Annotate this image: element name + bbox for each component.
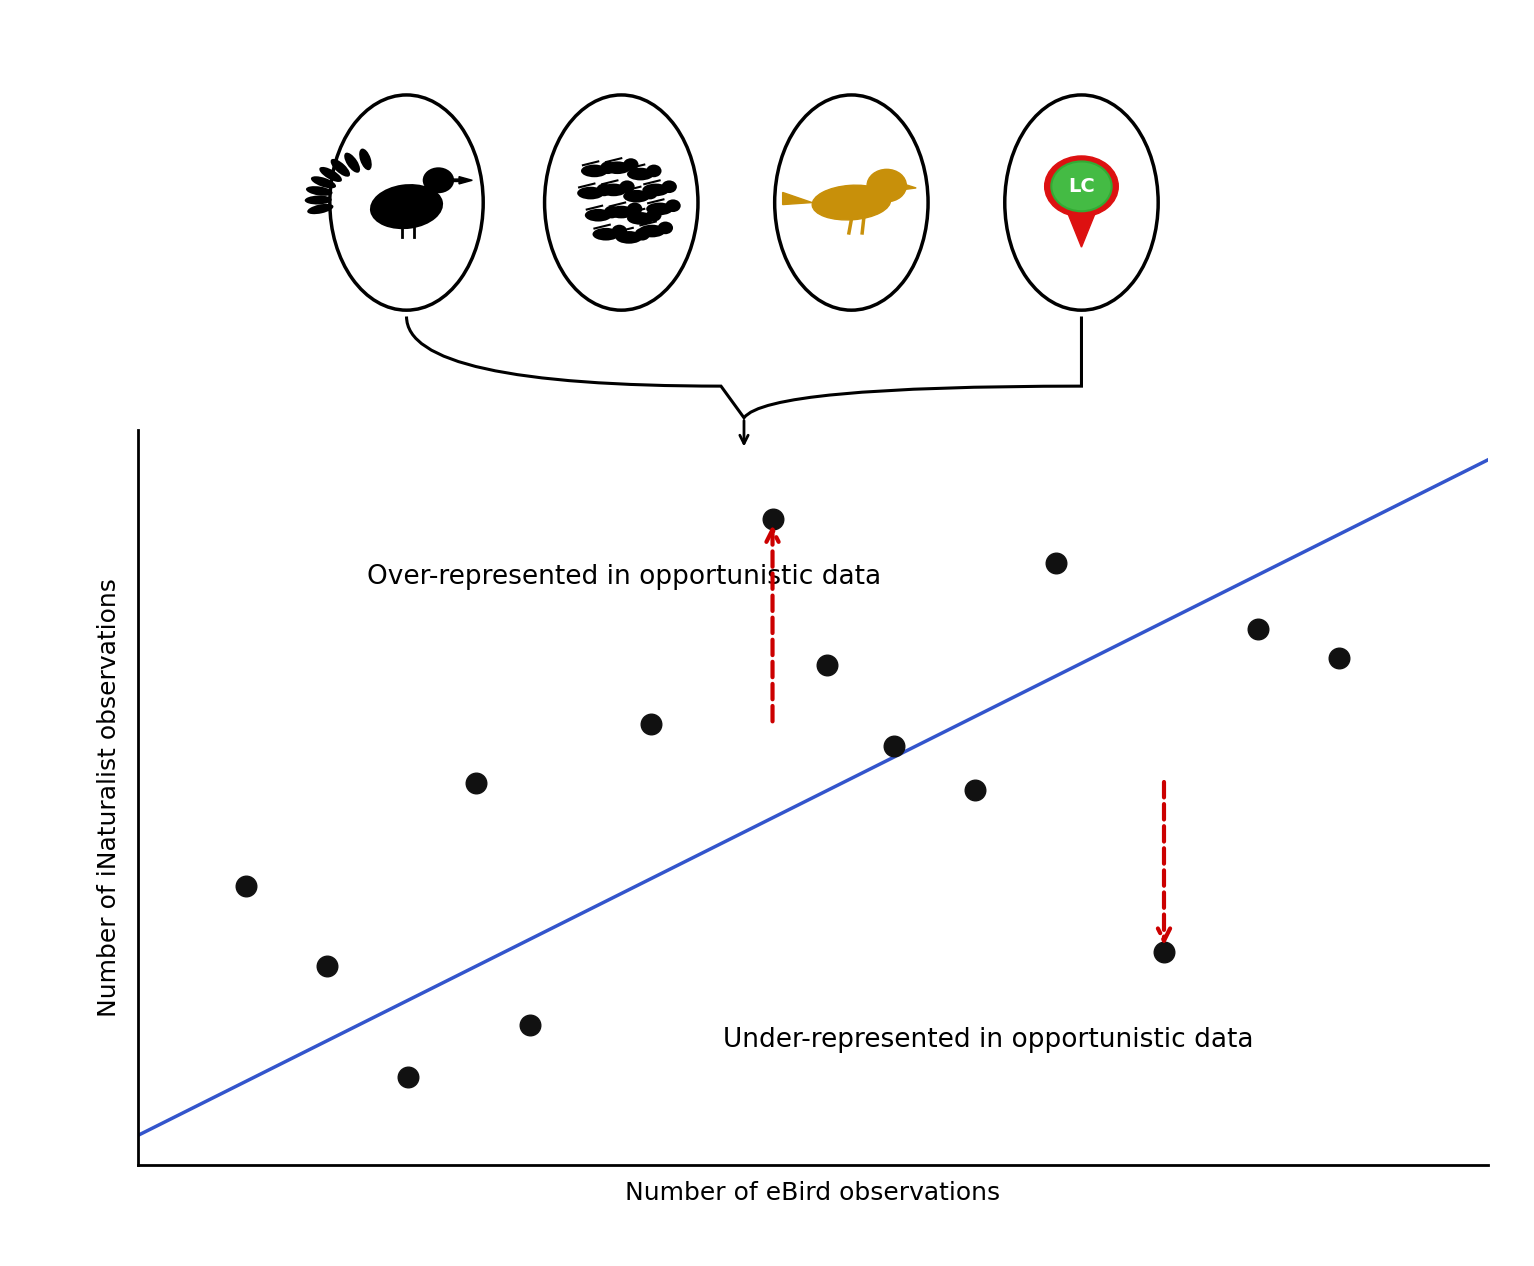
Ellipse shape bbox=[638, 225, 666, 238]
Point bbox=[761, 509, 785, 529]
Point bbox=[1327, 648, 1351, 668]
Circle shape bbox=[666, 200, 681, 213]
Ellipse shape bbox=[604, 162, 630, 175]
Circle shape bbox=[423, 167, 454, 194]
Ellipse shape bbox=[305, 195, 331, 205]
Polygon shape bbox=[904, 184, 916, 190]
Circle shape bbox=[661, 181, 676, 194]
Ellipse shape bbox=[646, 203, 673, 215]
Ellipse shape bbox=[627, 213, 653, 225]
Ellipse shape bbox=[600, 184, 627, 196]
Point bbox=[233, 876, 258, 896]
Ellipse shape bbox=[627, 168, 653, 180]
Ellipse shape bbox=[331, 158, 350, 177]
Circle shape bbox=[646, 165, 661, 177]
Ellipse shape bbox=[811, 185, 891, 220]
Text: Under-represented in opportunistic data: Under-represented in opportunistic data bbox=[723, 1027, 1253, 1053]
Ellipse shape bbox=[592, 228, 620, 241]
Point bbox=[1246, 619, 1270, 639]
Ellipse shape bbox=[305, 186, 333, 196]
Ellipse shape bbox=[584, 209, 612, 222]
Circle shape bbox=[867, 170, 907, 201]
Circle shape bbox=[643, 187, 658, 199]
Circle shape bbox=[627, 203, 643, 215]
Ellipse shape bbox=[581, 165, 607, 177]
Point bbox=[815, 656, 839, 676]
Point bbox=[396, 1066, 420, 1086]
Ellipse shape bbox=[359, 148, 371, 170]
Ellipse shape bbox=[319, 167, 342, 182]
Circle shape bbox=[597, 184, 612, 196]
Ellipse shape bbox=[577, 187, 604, 199]
Circle shape bbox=[635, 228, 650, 241]
Ellipse shape bbox=[307, 204, 333, 214]
Ellipse shape bbox=[623, 190, 650, 203]
Ellipse shape bbox=[615, 232, 643, 243]
Ellipse shape bbox=[311, 176, 336, 189]
Text: Over-represented in opportunistic data: Over-represented in opportunistic data bbox=[367, 565, 881, 590]
Point bbox=[314, 956, 339, 976]
Ellipse shape bbox=[370, 184, 443, 229]
Point bbox=[882, 736, 907, 756]
Point bbox=[1152, 942, 1177, 962]
Text: LC: LC bbox=[1068, 177, 1095, 196]
Y-axis label: Number of iNaturalist observations: Number of iNaturalist observations bbox=[97, 579, 121, 1017]
Circle shape bbox=[623, 158, 638, 171]
Circle shape bbox=[620, 181, 635, 194]
Ellipse shape bbox=[344, 153, 360, 172]
Circle shape bbox=[1051, 162, 1112, 211]
Point bbox=[638, 714, 663, 734]
Circle shape bbox=[646, 209, 661, 222]
Polygon shape bbox=[782, 192, 811, 205]
Polygon shape bbox=[1063, 201, 1100, 247]
Point bbox=[517, 1015, 542, 1036]
Circle shape bbox=[1045, 156, 1118, 216]
Circle shape bbox=[604, 206, 620, 219]
Circle shape bbox=[612, 225, 627, 238]
Ellipse shape bbox=[643, 184, 669, 196]
Circle shape bbox=[658, 222, 673, 234]
X-axis label: Number of eBird observations: Number of eBird observations bbox=[626, 1181, 1000, 1205]
Point bbox=[963, 780, 988, 800]
Point bbox=[1043, 552, 1068, 572]
Ellipse shape bbox=[607, 206, 635, 219]
Circle shape bbox=[600, 162, 615, 175]
Point bbox=[463, 772, 488, 793]
FancyArrow shape bbox=[451, 177, 472, 184]
